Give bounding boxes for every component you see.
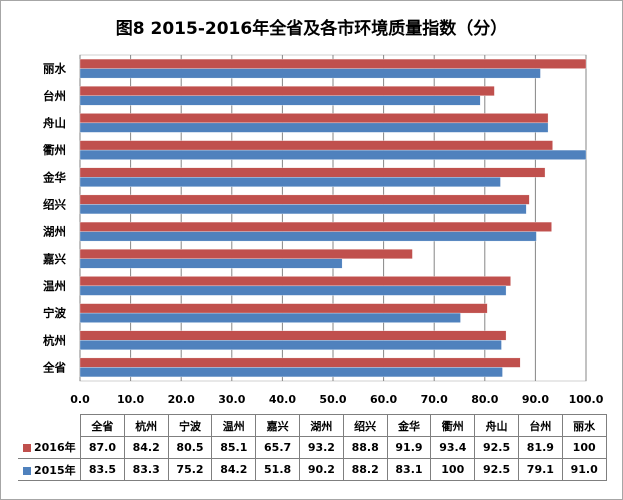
x-tick-label: 40.0 — [269, 393, 296, 406]
table-header-cell: 全省 — [80, 414, 125, 437]
x-tick-label: 0.0 — [70, 393, 90, 406]
table-value-cell: 100 — [430, 458, 476, 481]
bar-2015 — [79, 149, 587, 160]
table-value-cell: 83.5 — [80, 458, 125, 481]
bar-2015 — [79, 68, 541, 79]
table-value-cell: 93.2 — [298, 436, 344, 459]
bar-chart: 0.0 10.0 20.0 30.0 40.0 50.0 60.0 70.0 80.0 90.0 1… — [42, 54, 604, 406]
y-category-label: 湖州 — [43, 225, 66, 239]
x-tick-label: 70.0 — [421, 393, 448, 406]
bar-2016 — [79, 86, 495, 96]
bar-2016 — [79, 194, 530, 205]
bar-2015 — [79, 367, 503, 378]
table-corner — [18, 415, 81, 437]
table-value-cell: 83.1 — [386, 458, 432, 481]
y-category-label: 宁波 — [43, 306, 66, 320]
table-header-row: 全省 杭州 宁波 温州 嘉兴 湖州 绍兴 金华 衢州 舟山 台州 丽水 — [18, 414, 607, 437]
table-value-cell: 93.4 — [430, 436, 476, 459]
bar-2016 — [79, 357, 521, 368]
y-category-label: 衢州 — [43, 143, 66, 157]
y-category-label: 舟山 — [43, 116, 66, 130]
table-value-cell: 81.9 — [517, 436, 563, 459]
table-value-cell: 92.5 — [474, 436, 519, 459]
table-header-cell: 绍兴 — [342, 414, 388, 437]
table-value-cell: 75.2 — [167, 458, 213, 481]
bar-2016 — [79, 249, 413, 259]
x-tick-label: 60.0 — [370, 393, 397, 406]
bar-2015 — [79, 177, 501, 187]
table-value-cell: 88.8 — [342, 436, 388, 459]
y-category-label: 杭州 — [43, 333, 66, 347]
table-value-cell: 92.5 — [474, 458, 519, 481]
x-tick-label: 10.0 — [117, 393, 144, 406]
bar-2015 — [79, 204, 527, 215]
bar-2016 — [79, 330, 507, 341]
bar-2016 — [79, 113, 549, 124]
bar-2016 — [79, 58, 587, 69]
bar-2015 — [79, 95, 481, 106]
bar-2015 — [79, 258, 343, 269]
table-header-cell: 宁波 — [167, 414, 213, 437]
y-category-label: 金华 — [42, 170, 66, 184]
data-table: 全省 杭州 宁波 温州 嘉兴 湖州 绍兴 金华 衢州 舟山 台州 丽水 2016年 87.0 84.2 80.… — [18, 414, 607, 481]
table-header-cell: 嘉兴 — [255, 414, 300, 437]
legend-label: 2016年 — [34, 441, 76, 455]
table-value-cell: 51.8 — [255, 458, 300, 481]
bar-2016 — [79, 303, 488, 314]
bar-2016 — [79, 167, 546, 178]
y-category-label: 嘉兴 — [42, 252, 66, 266]
y-category-label: 绍兴 — [43, 197, 66, 211]
table-header-cell: 舟山 — [474, 414, 519, 437]
bar-2015 — [79, 312, 461, 323]
y-category-label: 丽水 — [43, 62, 66, 76]
y-category-label: 温州 — [43, 279, 66, 293]
table-header-cell: 杭州 — [123, 414, 169, 437]
table-value-cell: 91.9 — [386, 436, 432, 459]
x-tick-label: 80.0 — [471, 393, 498, 406]
legend-swatch — [23, 444, 31, 453]
x-tick-label: 20.0 — [168, 393, 195, 406]
table-row: 2015年 83.5 83.3 75.2 84.2 51.8 90.2 88.2 83.1 100… — [18, 458, 607, 481]
table-value-cell: 100 — [561, 436, 607, 459]
table-header-cell: 台州 — [517, 414, 563, 437]
legend-swatch — [23, 466, 31, 475]
bar-2016 — [79, 221, 552, 232]
bar-2016 — [79, 276, 511, 287]
y-category-label: 全省 — [42, 360, 66, 374]
table-value-cell: 87.0 — [80, 436, 125, 459]
legend-entry: 2015年 — [18, 458, 81, 481]
table-value-cell: 83.3 — [123, 458, 169, 481]
table-value-cell: 90.2 — [298, 458, 344, 481]
x-tick-label: 90.0 — [522, 393, 549, 406]
table-header-cell: 温州 — [211, 414, 257, 437]
table-value-cell: 91.0 — [561, 458, 607, 481]
bar-2015 — [79, 285, 507, 296]
table-header-cell: 丽水 — [561, 414, 607, 437]
x-tick-label: 50.0 — [319, 393, 346, 406]
chart-title: 图8 2015-2016年全省及各市环境质量指数（分） — [115, 19, 508, 39]
table-value-cell: 80.5 — [167, 436, 213, 459]
table-value-cell: 65.7 — [255, 436, 300, 459]
table-value-cell: 79.1 — [517, 458, 563, 481]
bar-2015 — [79, 340, 502, 350]
table-header-cell: 金华 — [386, 414, 432, 437]
bar-2015 — [79, 231, 537, 242]
table-row: 2016年 87.0 84.2 80.5 85.1 65.7 93.2 88.8 91.9 93.… — [18, 436, 607, 459]
table-value-cell: 84.2 — [123, 436, 169, 459]
table-header-cell: 湖州 — [298, 414, 344, 437]
bar-2016 — [79, 140, 553, 151]
table-value-cell: 85.1 — [211, 436, 257, 459]
legend-entry: 2016年 — [18, 436, 81, 459]
table-value-cell: 84.2 — [211, 458, 257, 481]
bar-2015 — [79, 122, 549, 133]
table-value-cell: 88.2 — [342, 458, 388, 481]
x-tick-label: 30.0 — [218, 393, 245, 406]
legend-label: 2015年 — [34, 463, 76, 477]
x-tick-label: 100.0 — [569, 393, 604, 406]
y-category-label: 台州 — [43, 89, 66, 103]
table-header-cell: 衢州 — [430, 414, 476, 437]
